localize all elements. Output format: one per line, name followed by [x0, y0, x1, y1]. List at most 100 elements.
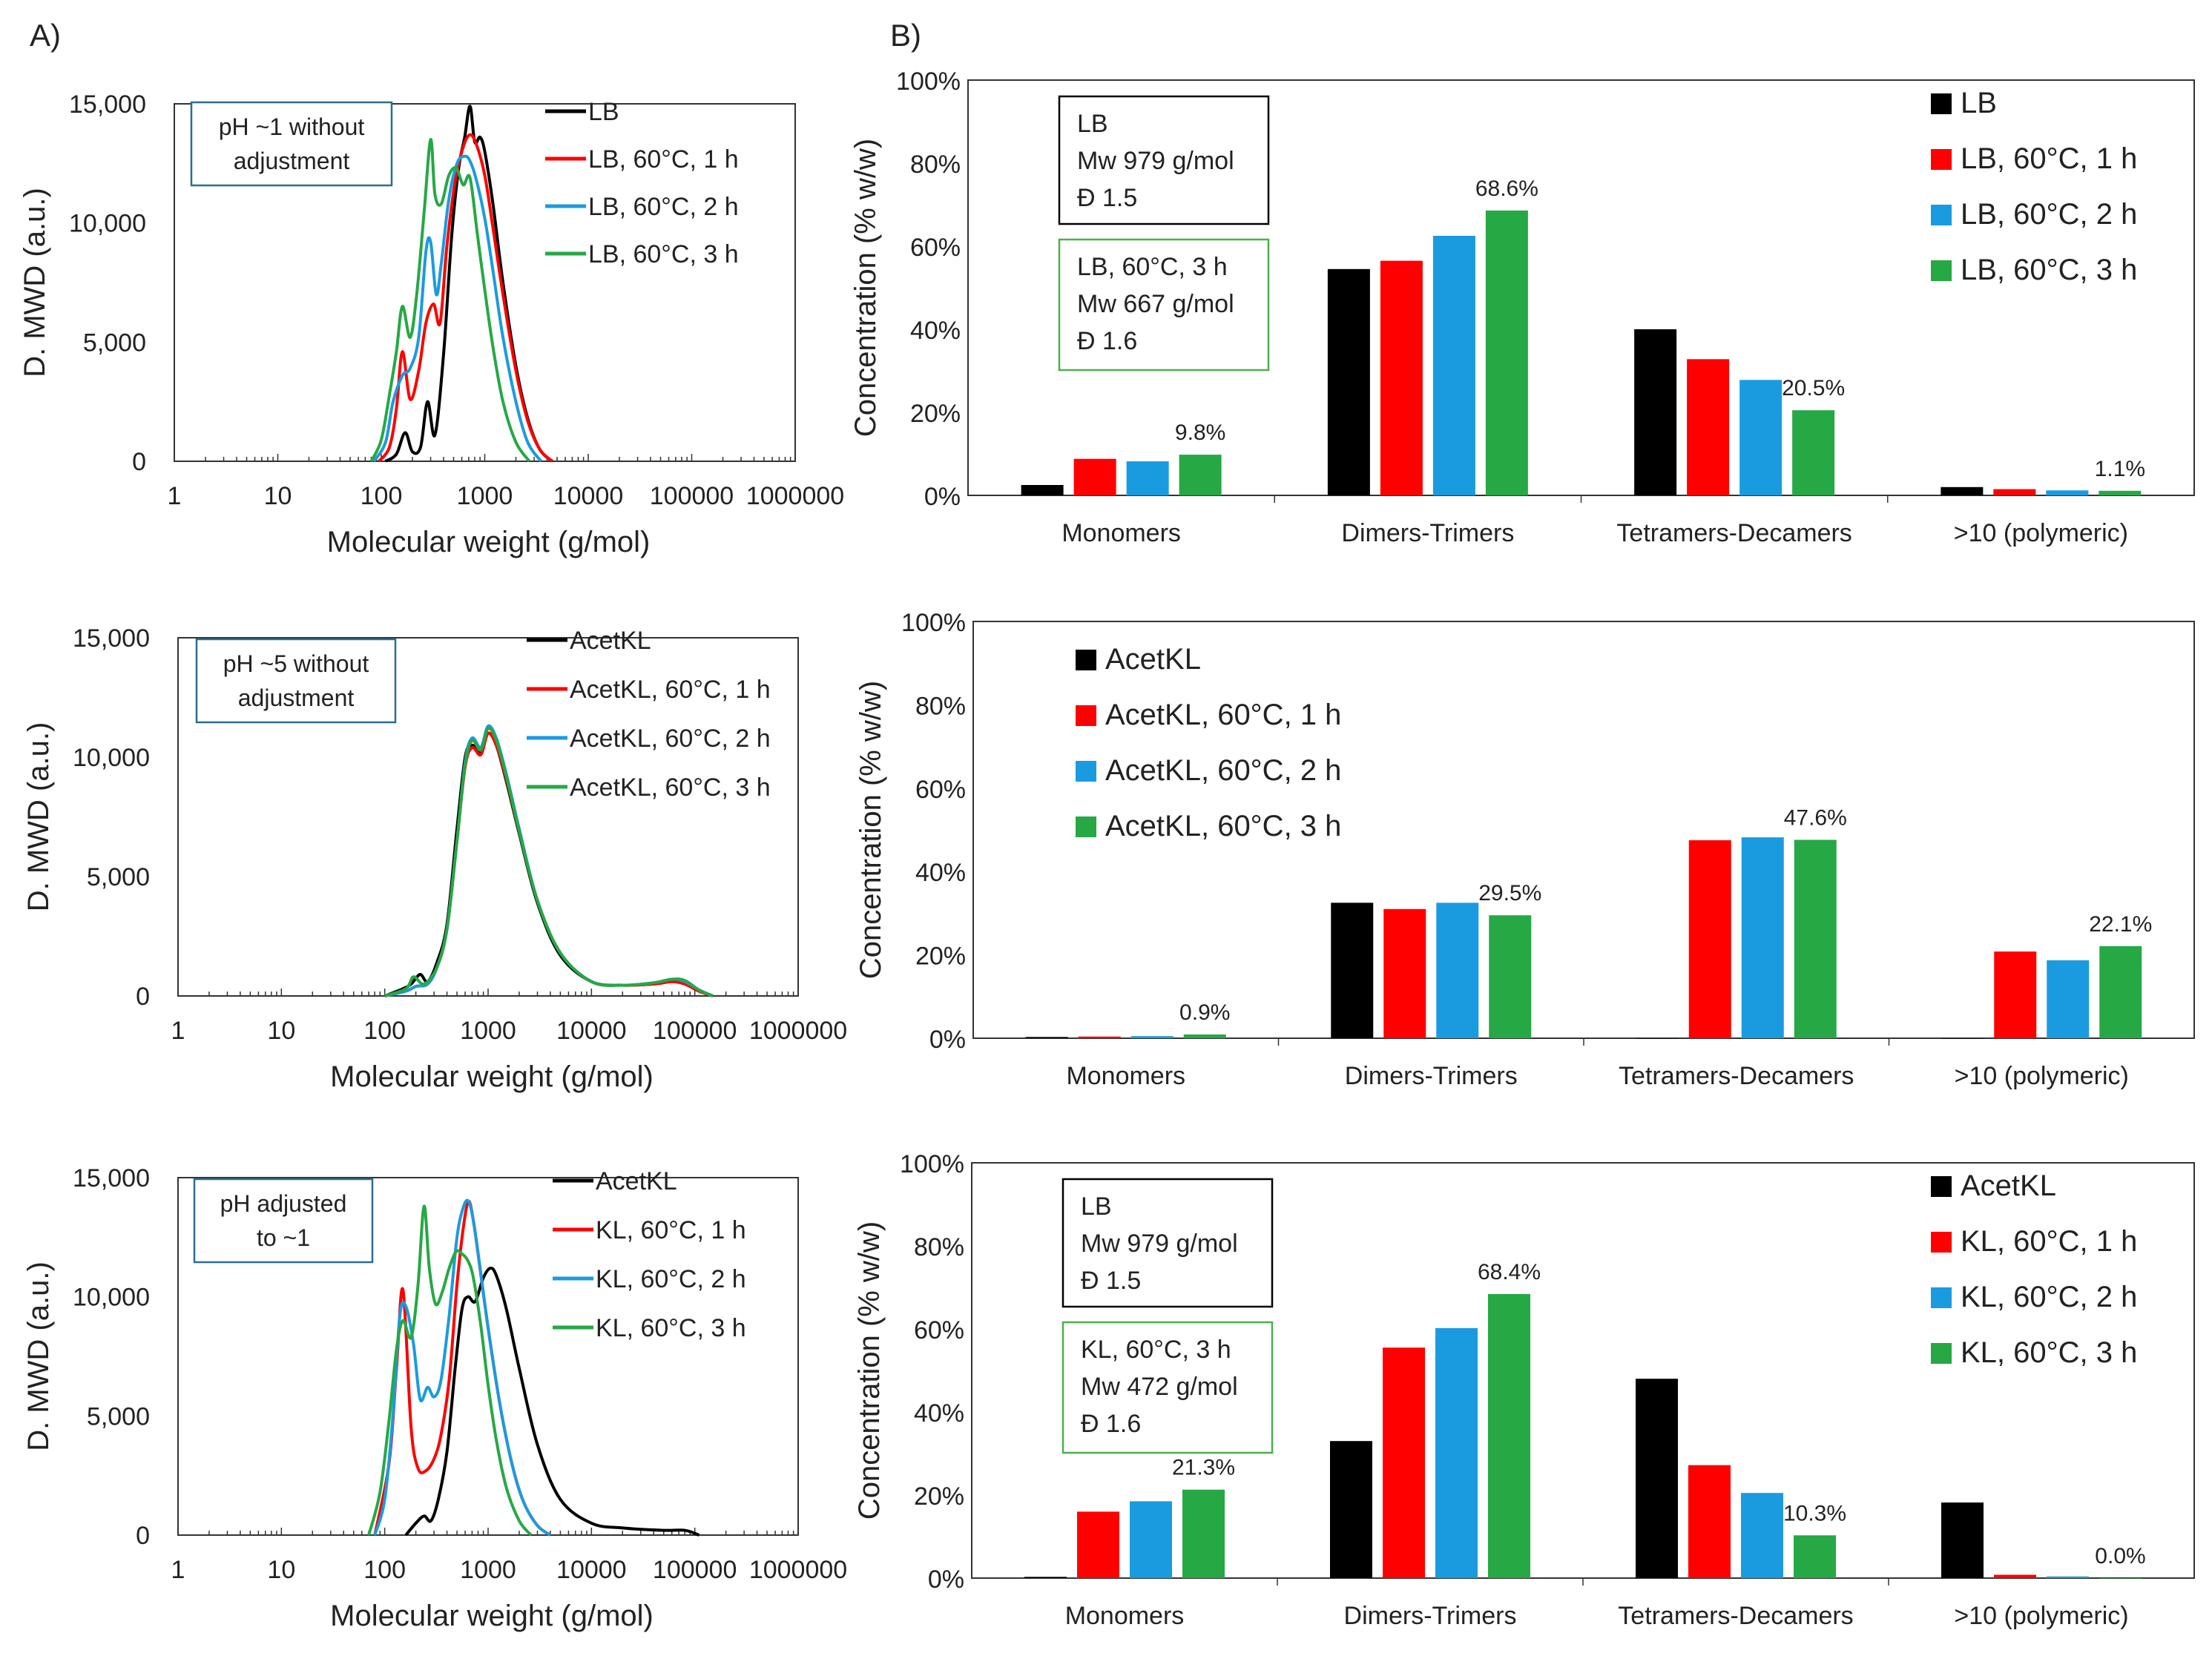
y-tick-label: 60% — [915, 776, 966, 804]
data-label: 22.1% — [2089, 912, 2152, 937]
info-box-green — [1061, 1321, 1274, 1454]
bar — [1941, 1038, 1984, 1039]
y-tick-label: 80% — [915, 692, 966, 720]
legend-label: LB, 60°C, 1 h — [588, 145, 739, 174]
bar — [1488, 1293, 1530, 1578]
info-box-text: LB — [1077, 110, 1108, 138]
y-axis-title: Concentration (% w/w) — [849, 139, 882, 437]
chart-B3: 0% 20% 40% 60% 80% 100% Concentration (% w/w) M… — [853, 1150, 2195, 1630]
bar — [1073, 458, 1116, 495]
y-tick-label: 10,000 — [73, 1284, 150, 1312]
legend-swatch — [1931, 1232, 1952, 1253]
legend-label: LB, 60°C, 3 h — [1961, 254, 2137, 286]
chart-B2: 0% 20% 40% 60% 80% 100% Concentration (% w/w) M… — [855, 609, 2195, 1090]
bar — [1792, 410, 1835, 495]
legend-swatch — [1076, 705, 1096, 726]
legend-swatch — [1076, 761, 1096, 782]
y-tick-label: 100% — [896, 67, 961, 96]
y-tick-label: 5,000 — [87, 1402, 150, 1431]
panel-a-label: A) — [30, 18, 61, 53]
y-tick-label: 80% — [910, 151, 961, 179]
info-box-text: KL, 60°C, 3 h — [1081, 1336, 1231, 1364]
y-tick-label: 100% — [901, 609, 966, 637]
legend-label: LB, 60°C, 1 h — [1961, 142, 2137, 175]
y-tick-label: 15,000 — [69, 90, 146, 119]
info-box-text: Đ 1.5 — [1081, 1267, 1141, 1295]
legend-label: AcetKL — [1961, 1169, 2056, 1202]
y-tick-label: 80% — [914, 1233, 964, 1261]
bar — [1380, 260, 1423, 495]
bar — [1182, 1489, 1225, 1578]
x-tick-label: 100 — [363, 1556, 406, 1584]
bar — [1636, 1038, 1679, 1039]
legend-label: AcetKL, 60°C, 3 h — [1105, 810, 1341, 842]
y-tick-label: 5,000 — [87, 863, 150, 891]
legend-swatch — [1931, 1343, 1952, 1364]
x-tick-label: 1000 — [457, 482, 513, 510]
bar — [1741, 1493, 1783, 1578]
data-label: 29.5% — [1478, 881, 1541, 905]
y-tick-label: 20% — [914, 1482, 964, 1511]
legend-swatch — [1931, 1287, 1952, 1308]
legend-swatch — [1931, 93, 1952, 114]
bar — [1130, 1036, 1174, 1038]
category-label: Monomers — [1061, 519, 1181, 547]
legend-label: KL, 60°C, 3 h — [596, 1314, 746, 1342]
series-line — [378, 133, 553, 463]
legend-swatch — [1076, 816, 1096, 837]
bar — [1794, 1535, 1836, 1578]
y-tick-label: 0% — [929, 1026, 966, 1054]
bar — [1489, 915, 1532, 1038]
bar — [1077, 1511, 1119, 1578]
x-axis-title: Molecular weight (g/mol) — [327, 526, 651, 558]
legend-label: AcetKL, 60°C, 3 h — [570, 773, 771, 802]
y-tick-label: 20% — [910, 400, 961, 428]
x-tick-label: 100000 — [650, 482, 734, 510]
y-tick-label: 5,000 — [83, 329, 146, 357]
category-label: >10 (polymeric) — [1954, 519, 2128, 547]
info-box-text: Mw 667 g/mol — [1077, 290, 1234, 318]
x-tick-label: 10000 — [553, 482, 624, 510]
bar — [1126, 461, 1169, 495]
series-line — [404, 1267, 700, 1537]
y-tick-label: 0 — [136, 1522, 150, 1550]
y-tick-label: 100% — [900, 1150, 964, 1178]
data-label: 20.5% — [1782, 376, 1845, 400]
bar — [1078, 1036, 1121, 1038]
y-axis-title: D. MWD (a.u.) — [19, 188, 51, 377]
data-label: 1.1% — [2095, 457, 2145, 481]
annotation-box — [190, 101, 393, 187]
bar — [1179, 455, 1222, 495]
info-box-text: Đ 1.5 — [1077, 184, 1137, 212]
info-box-text: LB — [1081, 1192, 1112, 1221]
data-label: 47.6% — [1784, 805, 1847, 830]
series-line — [384, 727, 714, 997]
bar — [2047, 960, 2090, 1038]
info-box-green — [1058, 238, 1270, 372]
bar — [1025, 1037, 1068, 1038]
data-label: 10.3% — [1783, 1501, 1846, 1525]
x-tick-label: 100 — [361, 482, 403, 510]
data-label: 68.4% — [1478, 1260, 1541, 1284]
bar — [1688, 1465, 1731, 1578]
data-label: 21.3% — [1172, 1456, 1235, 1480]
bar — [1941, 486, 1984, 495]
y-axis-title: Concentration (% w/w) — [855, 681, 887, 979]
bar — [1130, 1501, 1172, 1578]
bar — [2047, 1576, 2089, 1578]
info-box-text: Mw 472 g/mol — [1081, 1373, 1238, 1401]
bar — [1634, 329, 1677, 495]
series-line — [373, 1200, 552, 1537]
y-tick-label: 0% — [924, 483, 961, 511]
chart-A3: 1 10 100 1000 10000 100000 1000000 0 5,000 10,000… — [22, 1164, 847, 1632]
charts-container: 1 10 100 1000 10000 100000 100000005,00010,000… — [19, 67, 2195, 1632]
x-tick-label: 10 — [264, 482, 292, 510]
series-line — [384, 731, 714, 997]
legend-swatch — [1076, 650, 1096, 670]
series-line — [384, 731, 714, 997]
y-tick-label: 40% — [910, 317, 961, 345]
category-label: Tetramers-Decamers — [1616, 519, 1851, 547]
info-box-black — [1061, 1178, 1274, 1308]
legend-label: KL, 60°C, 2 h — [1961, 1281, 2137, 1313]
